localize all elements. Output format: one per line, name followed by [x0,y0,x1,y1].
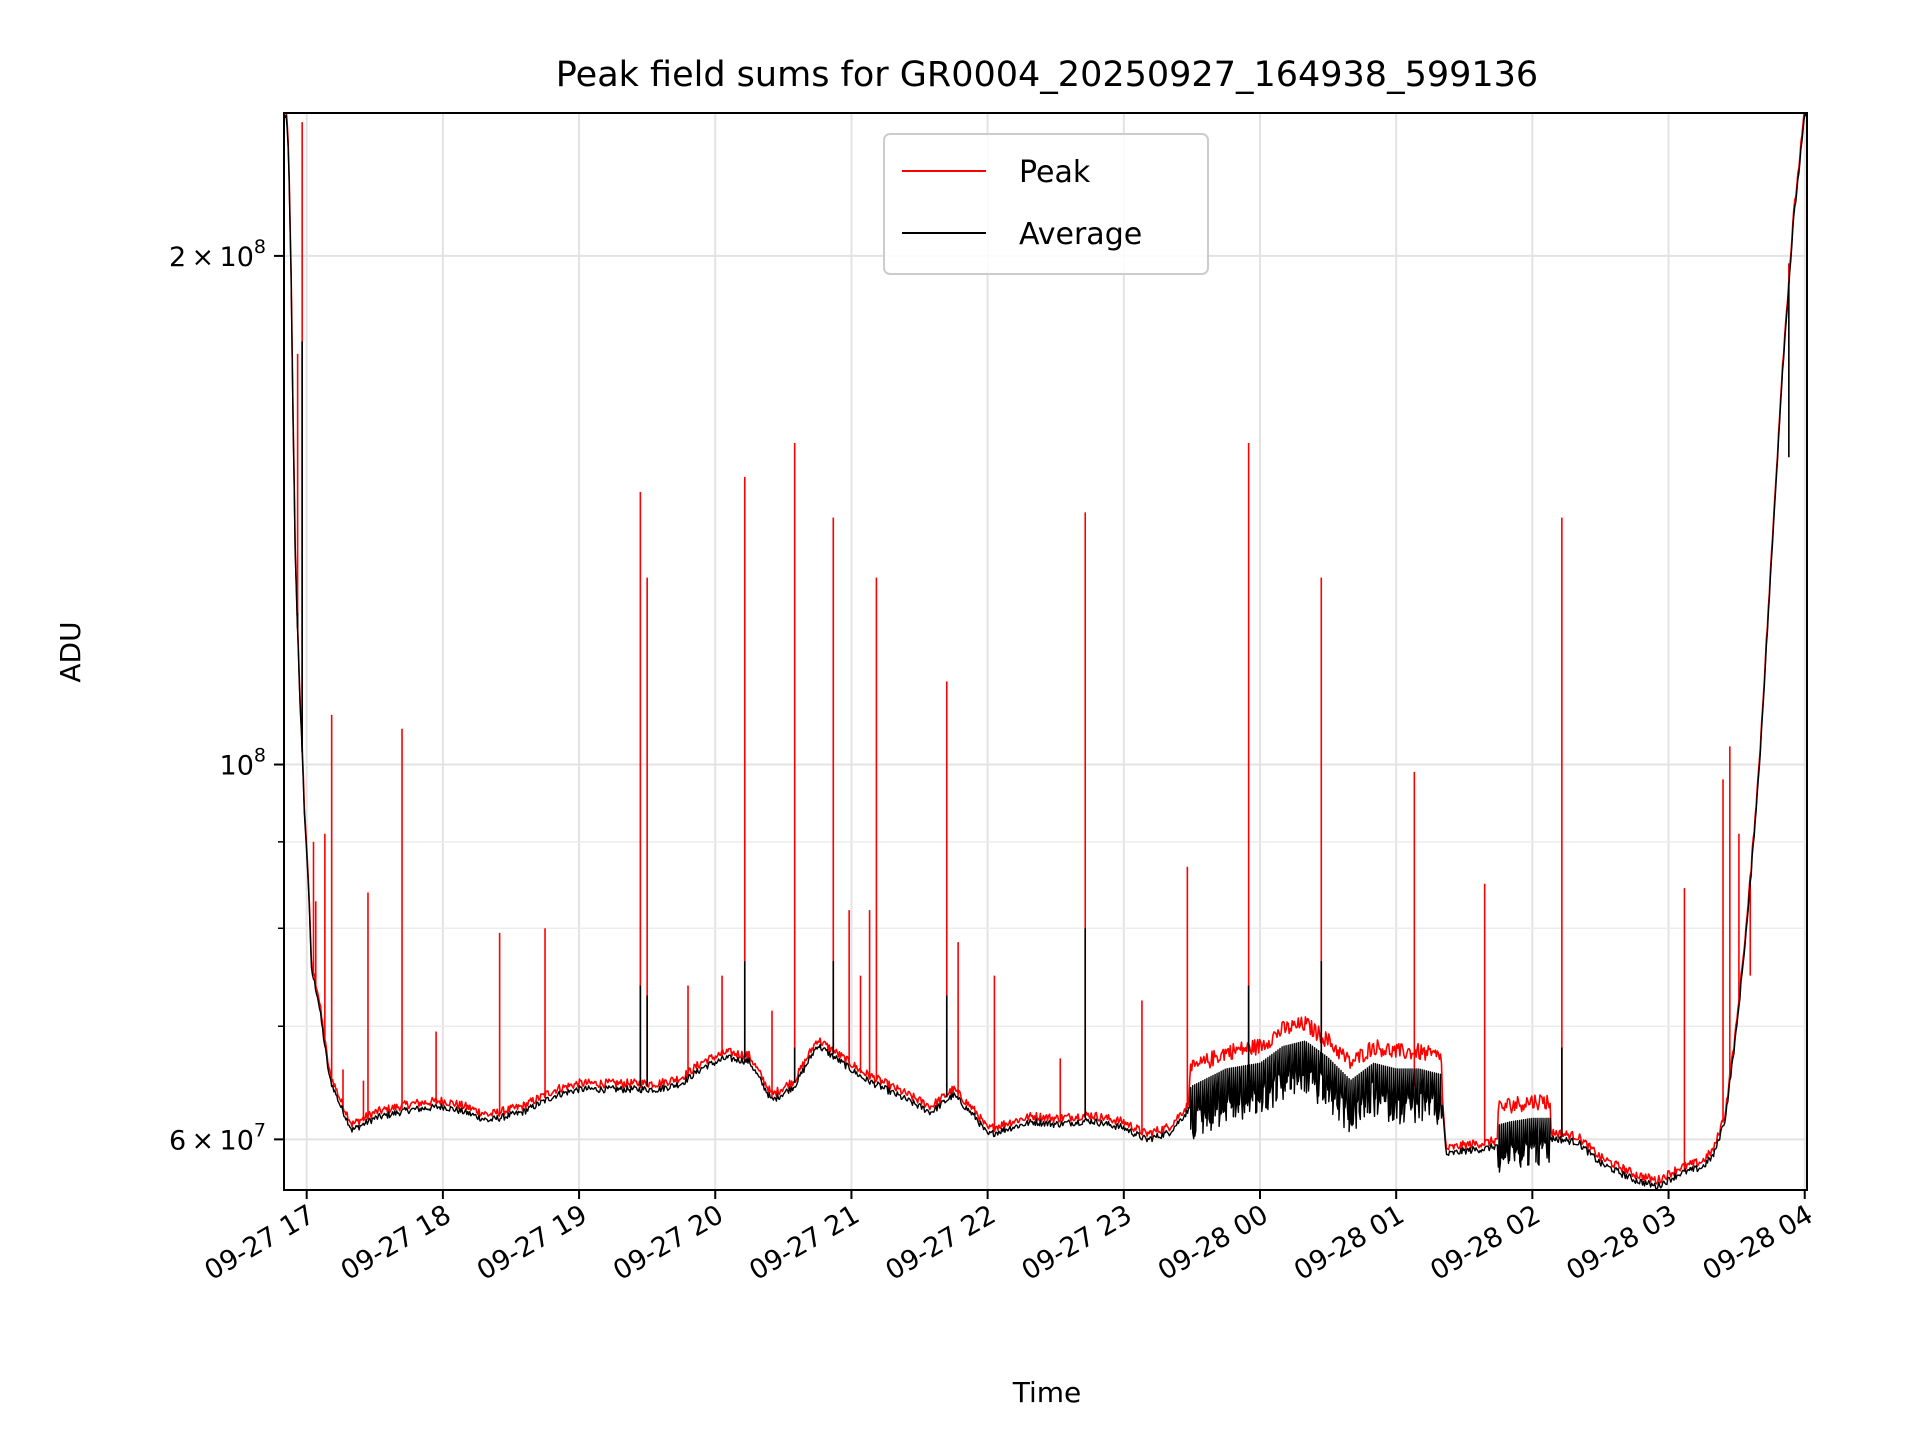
y-tick-label: 108 [220,745,266,782]
y-axis-label: ADU [54,621,87,682]
legend: Peak Average [883,133,1209,275]
chart-title: Peak field sums for GR0004_20250927_1649… [556,55,1538,95]
series-line-peak [285,113,1805,1185]
plot-area [284,113,1807,1190]
legend-box [883,133,1209,275]
y-tick-label: 2 × 108 [169,236,266,273]
legend-label-average: Average [1019,217,1142,252]
series-layer [284,113,1807,1190]
series-line-average [284,113,1807,1190]
grid-lines [284,113,1807,1190]
y-tick-label: 6 × 107 [169,1119,266,1156]
plot-frame [283,112,1808,1191]
x-axis-label: Time [1012,1376,1082,1409]
legend-label-peak: Peak [1019,155,1091,190]
